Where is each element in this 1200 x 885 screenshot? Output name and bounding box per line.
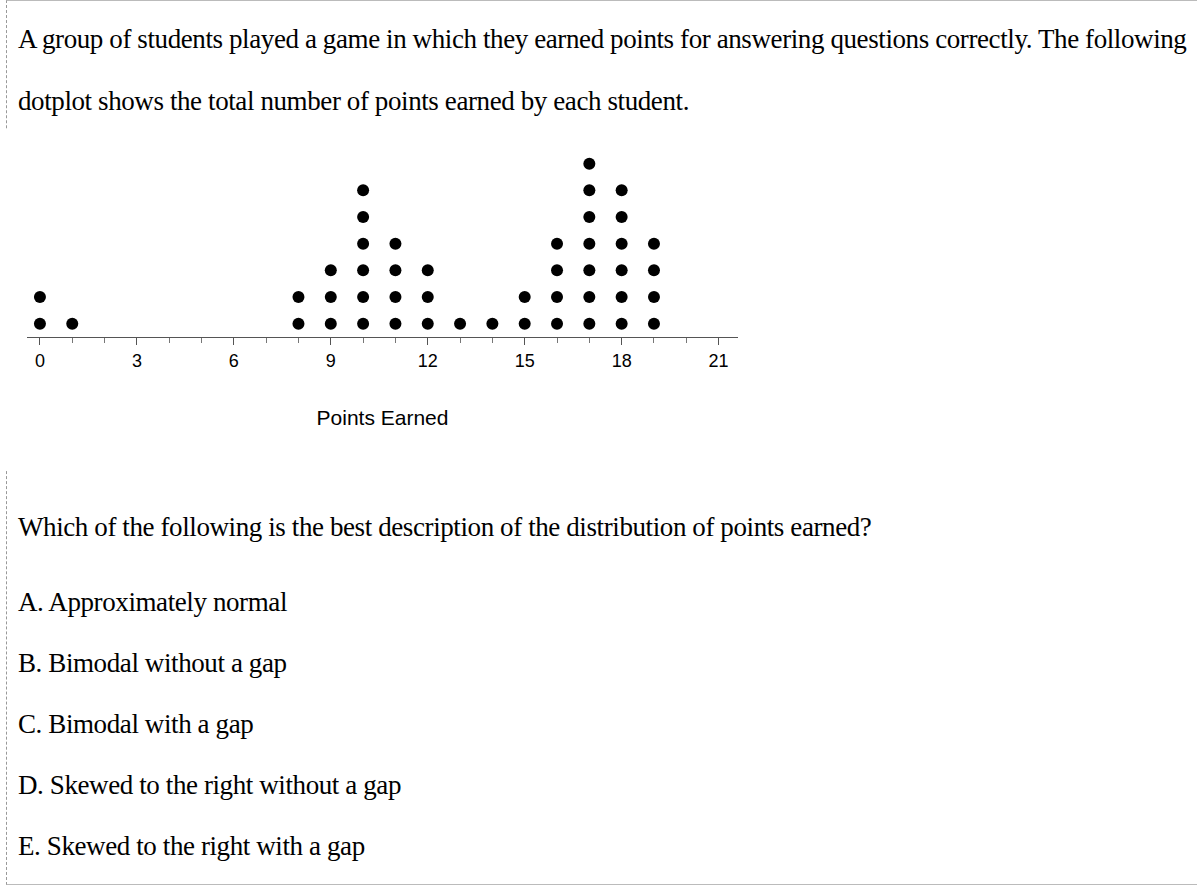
svg-text:3: 3 xyxy=(132,351,142,371)
svg-text:18: 18 xyxy=(612,351,632,371)
svg-text:12: 12 xyxy=(418,351,438,371)
html-text:B. Bimodal without a gap: B. Bimodal without a gap xyxy=(18,648,287,678)
svg-text:15: 15 xyxy=(515,351,535,371)
svg-text:9: 9 xyxy=(326,351,336,371)
svg-text:Points Earned: Points Earned xyxy=(317,406,449,429)
svg-text:6: 6 xyxy=(229,351,239,371)
html-text:D. Skewed to the right without: D. Skewed to the right without a gap xyxy=(18,770,401,800)
html-text:A group of students played a g: A group of students played a game in whi… xyxy=(18,24,1187,116)
svg-text:0: 0 xyxy=(35,351,45,371)
html-text:E. Skewed to the right with a: E. Skewed to the right with a gap xyxy=(18,831,365,861)
html-text:A. Approximately normal: A. Approximately normal xyxy=(18,587,287,617)
svg-text:21: 21 xyxy=(709,351,729,371)
html-text:C. Bimodal with a gap: C. Bimodal with a gap xyxy=(18,709,254,739)
html-text:Which of the following is the: Which of the following is the best descr… xyxy=(18,512,872,542)
